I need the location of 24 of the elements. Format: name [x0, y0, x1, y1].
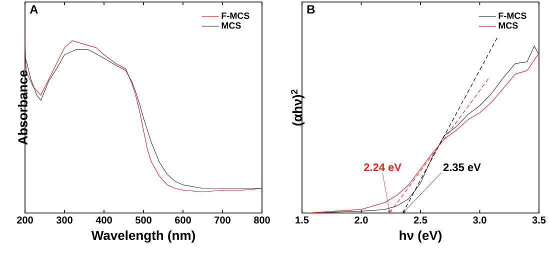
x-axis-title: Wavelength (nm) — [91, 230, 195, 243]
legend-label: F-MCS — [222, 12, 250, 19]
x-tick-label: 1.5 — [296, 216, 309, 224]
x-tick-label: 3.5 — [532, 216, 546, 224]
x-tick-label: 300 — [56, 216, 72, 224]
x-tick-label: 400 — [96, 216, 112, 224]
x-tick-label: 2.0 — [354, 216, 368, 224]
annotation: 2.35 eV — [443, 163, 481, 172]
x-tick-label: 200 — [17, 216, 33, 224]
y-axis-title: Absorbance — [18, 70, 28, 145]
chart-title: A — [30, 5, 38, 14]
legend-label: MCS — [222, 22, 241, 29]
x-tick-label: 500 — [135, 216, 152, 224]
legend-label: F-MCS — [498, 12, 526, 19]
x-tick-label: 600 — [175, 216, 191, 224]
legend-label: MCS — [498, 22, 518, 29]
x-tick-label: 800 — [254, 216, 270, 224]
x-axis-title: hν (eV) — [400, 230, 442, 243]
y-axis-title: (αhν)$^{2}$ — [291, 90, 304, 126]
x-tick-label: 700 — [214, 216, 230, 224]
x-tick-label: 2.5 — [414, 216, 428, 224]
chart-title: B — [307, 5, 315, 14]
x-tick-label: 3.0 — [473, 216, 486, 224]
annotation: 2.24 eV — [364, 163, 402, 172]
